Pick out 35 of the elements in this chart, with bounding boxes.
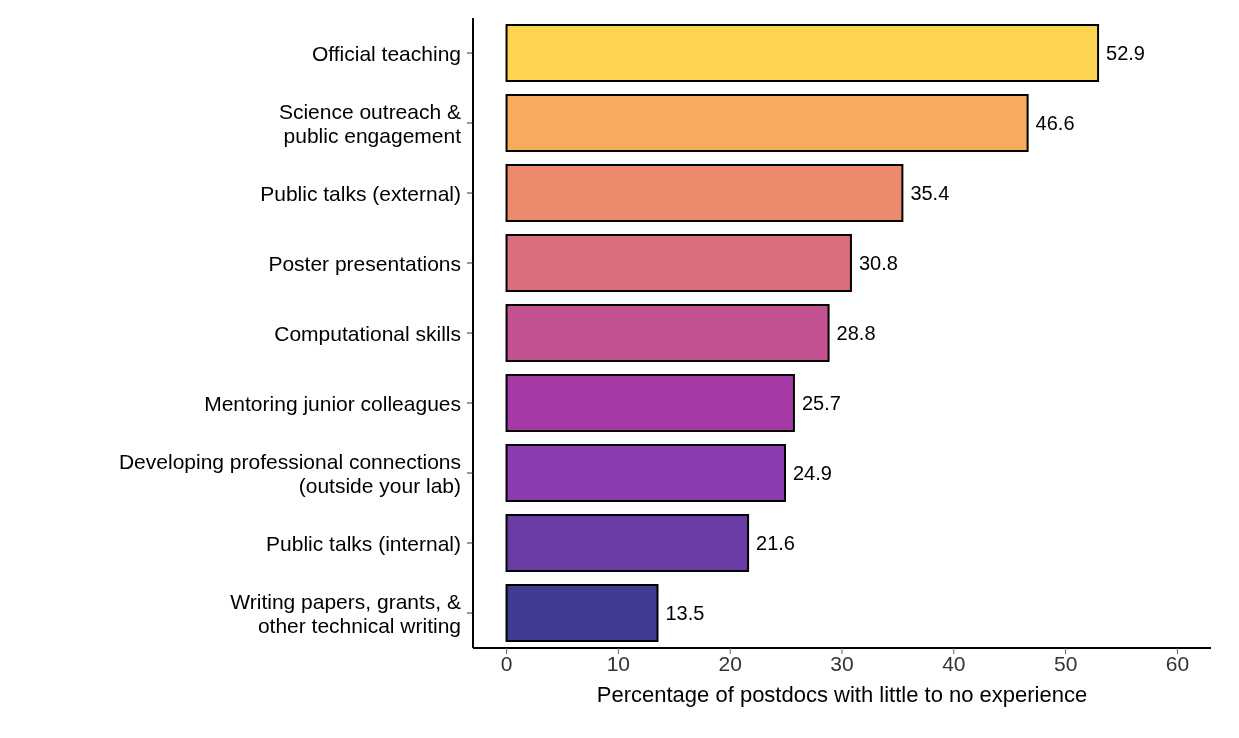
bar (505, 234, 852, 292)
data-label: 25.7 (801, 392, 841, 415)
data-label: 30.8 (858, 252, 898, 275)
data-label: 28.8 (836, 322, 876, 345)
y-tick-label: Public talks (external) (260, 181, 461, 205)
bar (505, 444, 786, 502)
x-axis-title: Percentage of postdocs with little to no experience (596, 682, 1088, 707)
bar (505, 304, 830, 362)
y-tick-label: Computational skills (274, 321, 461, 345)
x-tick-label: 10 (606, 651, 631, 675)
data-label: 46.6 (1035, 112, 1075, 135)
data-label: 13.5 (665, 602, 705, 625)
y-tick-label: Official teaching (311, 41, 461, 65)
y-tick-label: Poster presentations (268, 251, 461, 275)
bar (505, 24, 1100, 82)
y-tick-label: Science outreach & public engagement (278, 99, 462, 147)
x-tick-label: 20 (718, 651, 742, 675)
data-label: 24.9 (792, 462, 832, 485)
data-label: 52.9 (1106, 42, 1145, 65)
x-tick-label: 40 (942, 651, 966, 675)
data-label: 21.6 (756, 532, 796, 555)
bar (505, 164, 904, 222)
x-tick-label: 0 (500, 651, 513, 675)
y-tick-label: Public talks (internal) (266, 531, 461, 555)
y-tick-label: Mentoring junior colleagues (204, 391, 461, 415)
bar (505, 94, 1029, 152)
x-tick-label: 30 (830, 651, 854, 675)
x-tick-label: 60 (1165, 651, 1190, 675)
x-tick-label: 50 (1053, 651, 1078, 675)
data-label: 35.4 (910, 182, 950, 205)
bar (505, 584, 659, 642)
bar (505, 374, 795, 432)
bar (505, 514, 750, 572)
y-tick-label: Writing papers, grants, & other technical writing (230, 589, 461, 637)
y-tick-label: Developing professional connections (outside your lab) (118, 449, 461, 497)
